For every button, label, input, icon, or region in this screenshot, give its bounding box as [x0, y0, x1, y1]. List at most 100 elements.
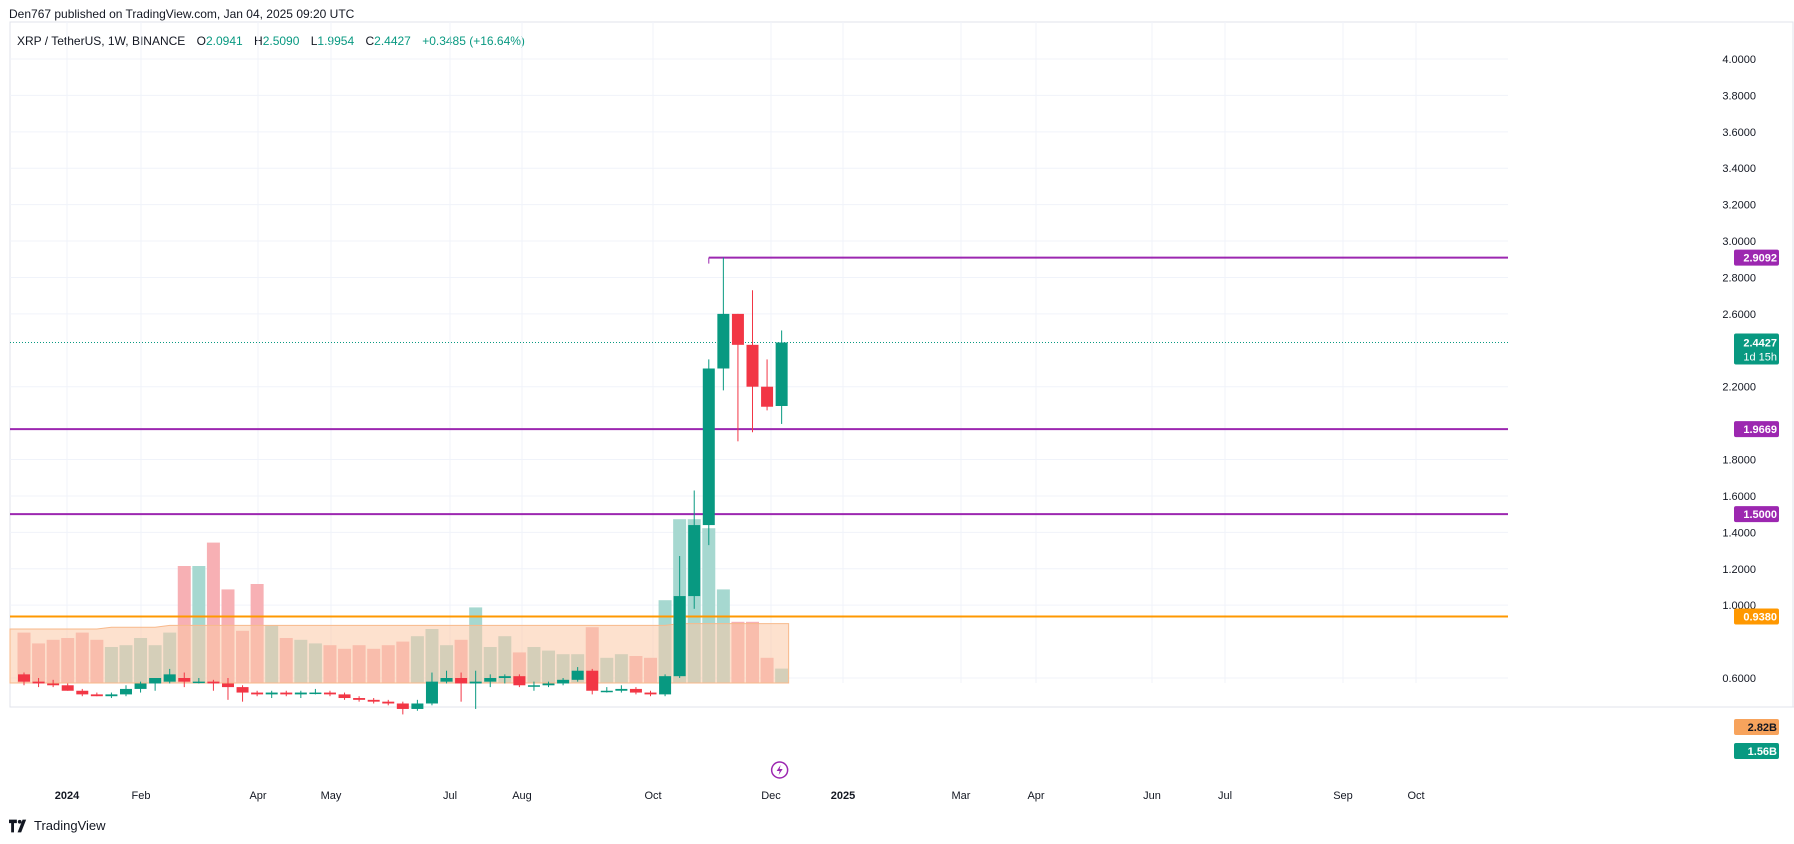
- tradingview-logo-icon: [9, 819, 27, 832]
- candle-body: [149, 678, 162, 684]
- candle-body: [236, 687, 249, 693]
- candle-body: [702, 368, 715, 526]
- candle-body: [498, 676, 511, 678]
- time-tick-label: May: [321, 790, 342, 802]
- time-tick-label: Jul: [1218, 790, 1232, 802]
- candle-body: [163, 674, 176, 682]
- candle-body: [280, 692, 293, 695]
- close-value: 2.4427: [374, 34, 411, 48]
- candle-body: [600, 690, 613, 693]
- candle-body: [411, 703, 424, 709]
- time-tick-label: Aug: [512, 790, 532, 802]
- candle-body: [90, 694, 103, 697]
- price-tick-label: 1.8000: [1722, 455, 1756, 467]
- countdown-label: 1d 15h: [1743, 352, 1777, 364]
- candle-body: [119, 688, 132, 695]
- candle-body: [192, 681, 205, 684]
- price-tick-label: 3.0000: [1722, 236, 1756, 248]
- candle-body: [571, 670, 584, 680]
- brand-label: TradingView: [34, 818, 106, 833]
- time-tick-label: Mar: [952, 790, 971, 802]
- volume-badge-label: 2.82B: [1748, 722, 1777, 734]
- change-value: +0.3485 (+16.64%): [422, 34, 525, 48]
- candle-body: [323, 692, 336, 695]
- candle-body: [61, 685, 74, 691]
- candle-body: [586, 670, 599, 691]
- candle-body: [382, 701, 395, 704]
- candle-body: [673, 596, 686, 677]
- candle-body: [134, 683, 147, 689]
- last-price-badge: [1734, 333, 1779, 365]
- candle-body: [629, 688, 642, 693]
- candle-body: [353, 698, 366, 700]
- flash-icon-bolt: [776, 765, 783, 775]
- volume-badge-label: 1.56B: [1748, 746, 1777, 758]
- candle-body: [557, 679, 570, 684]
- chart-frame: [9, 21, 1794, 708]
- price-tick-label: 4.0000: [1722, 54, 1756, 66]
- tradingview-brand[interactable]: TradingView: [9, 818, 106, 833]
- time-tick-label: Oct: [1407, 790, 1424, 802]
- level-badge: [1734, 608, 1779, 625]
- time-tick-label: Apr: [249, 790, 266, 802]
- price-tick-label: 1.4000: [1722, 527, 1756, 539]
- candle-body: [469, 681, 482, 684]
- time-tick-label: 2025: [831, 790, 855, 802]
- candle-body: [775, 342, 788, 406]
- level-badge-label: 0.9380: [1743, 611, 1777, 623]
- candle-body: [76, 690, 89, 695]
- price-tick-label: 2.2000: [1722, 382, 1756, 394]
- candle-body: [251, 692, 264, 695]
- candle-body: [207, 681, 220, 684]
- volume-ma-area: [9, 623, 790, 684]
- candle-body: [615, 688, 628, 691]
- level-badge: [1734, 421, 1779, 438]
- candle-body: [367, 699, 380, 702]
- candle-body: [717, 313, 730, 369]
- level-badge-label: 2.9092: [1743, 253, 1777, 265]
- candle-body: [659, 676, 672, 695]
- price-tick-label: 3.6000: [1722, 127, 1756, 139]
- candle-body: [761, 386, 774, 407]
- open-key: O: [196, 34, 206, 48]
- candle-body: [265, 692, 278, 695]
- level-badge-label: 1.9669: [1743, 424, 1777, 436]
- price-tick-label: 1.6000: [1722, 491, 1756, 503]
- candle-body: [294, 692, 307, 695]
- high-value: 2.5090: [262, 34, 300, 48]
- level-badge: [1734, 249, 1779, 266]
- candle-body: [18, 674, 30, 682]
- candle-body: [396, 703, 409, 709]
- candle-body: [32, 681, 45, 684]
- candle-body: [455, 678, 468, 684]
- price-tick-label: 3.4000: [1722, 163, 1756, 175]
- candle-body: [309, 692, 322, 695]
- candle-body: [746, 344, 759, 387]
- time-tick-label: Oct: [644, 790, 661, 802]
- price-tick-label: 0.6000: [1722, 673, 1756, 685]
- candle-body: [513, 676, 526, 686]
- candle-body: [440, 678, 453, 682]
- candle-body: [105, 694, 118, 697]
- level-badge: [1734, 506, 1779, 523]
- level-badge-label: 1.5000: [1743, 509, 1777, 521]
- candle-body: [221, 683, 234, 688]
- time-tick-label: 2024: [55, 790, 80, 802]
- time-tick-label: Jun: [1143, 790, 1161, 802]
- candle-body: [425, 681, 438, 704]
- symbol-label[interactable]: XRP / TetherUS, 1W, BINANCE: [17, 34, 186, 48]
- time-tick-label: Jul: [443, 790, 457, 802]
- candle-body: [688, 525, 701, 597]
- time-tick-label: Dec: [761, 790, 781, 802]
- candle-body: [527, 685, 540, 687]
- time-tick-label: Apr: [1027, 790, 1044, 802]
- time-tick-label: Sep: [1333, 790, 1353, 802]
- candle-body: [542, 683, 555, 686]
- publisher-note: Den767 published on TradingView.com, Jan…: [9, 7, 355, 21]
- low-key: L: [310, 34, 318, 48]
- candle-body: [47, 683, 60, 686]
- open-value: 2.0941: [205, 34, 243, 48]
- price-tick-label: 2.6000: [1722, 309, 1756, 321]
- volume-badge: [1734, 743, 1779, 759]
